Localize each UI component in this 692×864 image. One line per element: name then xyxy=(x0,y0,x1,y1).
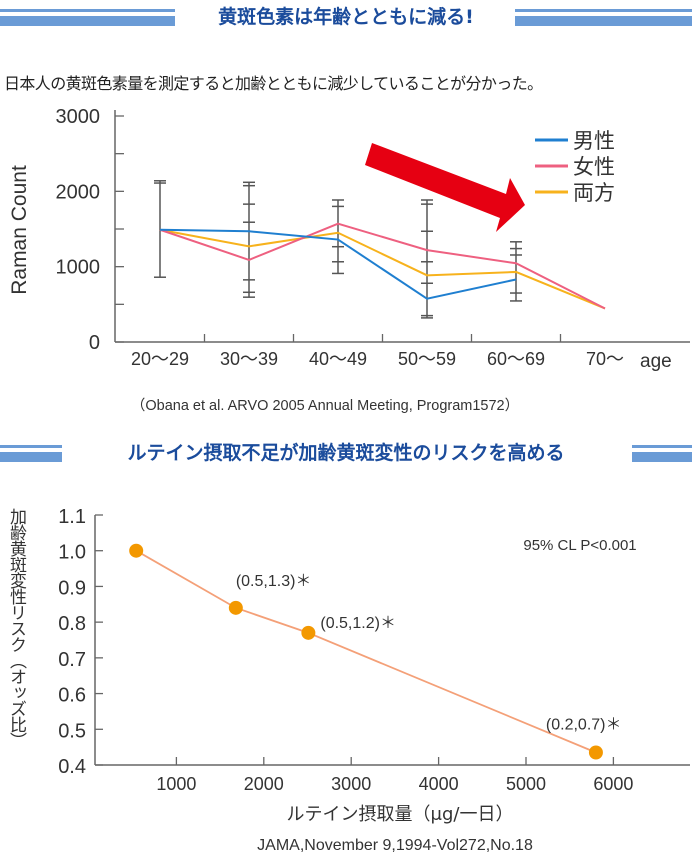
chart1-source: （Obana et al. ARVO 2005 Annual Meeting, … xyxy=(131,397,519,414)
legend-label: 男性 xyxy=(573,129,615,153)
chart2-note: 95% CL P<0.001 xyxy=(523,537,636,554)
y-tick-label: 0.8 xyxy=(58,613,86,635)
y-tick-label: 0 xyxy=(89,332,100,354)
x-tick-label: 6000 xyxy=(593,774,633,794)
x-tick-label: 3000 xyxy=(331,774,371,794)
data-point xyxy=(301,625,316,640)
y-tick-label: 2000 xyxy=(56,181,101,203)
data-point xyxy=(129,543,144,558)
x-tick-label: 50～59 xyxy=(398,349,456,369)
series-line-男性 xyxy=(159,228,517,300)
chart1-ylabel: Raman Count xyxy=(8,165,31,295)
banner-stripe-thick-right xyxy=(515,16,692,26)
y-tick-label: 1.1 xyxy=(58,506,86,528)
trend-arrow xyxy=(365,143,525,232)
data-label: (0.2,0.7)＊ xyxy=(546,717,622,734)
y-tick-label: 0.6 xyxy=(58,685,86,707)
data-point xyxy=(228,600,243,615)
banner-stripe-thin-right xyxy=(632,445,692,448)
y-tick-label: 1.0 xyxy=(58,542,86,564)
x-tick-label: 40～49 xyxy=(309,349,367,369)
x-tick-label: 2000 xyxy=(244,774,284,794)
x-tick-label: 70～ xyxy=(586,349,624,369)
chart2-ylabel: 加齢黄斑変性リスク（オッズ比） xyxy=(6,508,26,748)
data-label: (0.5,1.3)＊ xyxy=(236,573,312,590)
banner-stripe-thick-right xyxy=(632,452,692,462)
y-tick-label: 0.4 xyxy=(58,756,86,778)
lead-text: 日本人の黄斑色素量を測定すると加齢とともに減少していることが分かった。 xyxy=(4,74,543,93)
y-tick-label: 1000 xyxy=(56,257,101,279)
section1-title: 黄斑色素は年齢とともに減る! xyxy=(210,6,482,28)
chart2-xlabel: ルテイン摂取量（μg/一日） xyxy=(287,804,514,825)
banner-stripe-thick-left xyxy=(0,452,62,462)
x-tick-label: 60～69 xyxy=(487,349,545,369)
risk-line xyxy=(135,549,597,754)
banner-stripe-thick-left xyxy=(0,16,175,26)
banner-stripe-thin-right xyxy=(515,9,692,12)
banner-stripe-thin-left xyxy=(0,9,175,12)
series-line-女性 xyxy=(159,222,606,310)
x-tick-label: 5000 xyxy=(506,774,546,794)
y-tick-label: 0.9 xyxy=(58,577,86,599)
x-tick-label: 20～29 xyxy=(131,349,189,369)
banner-stripe-thin-left xyxy=(0,445,62,448)
y-tick-label: 0.5 xyxy=(58,720,86,742)
section2-banner: ルテイン摂取不足が加齢黄斑変性のリスクを高める xyxy=(0,440,692,466)
y-tick-label: 3000 xyxy=(56,106,101,128)
section1-banner: 黄斑色素は年齢とともに減る! xyxy=(0,4,692,30)
x-tick-label: 30～39 xyxy=(220,349,278,369)
x-tick-label: 4000 xyxy=(419,774,459,794)
chart2-source: JAMA,November 9,1994-Vol272,No.18 xyxy=(257,837,533,854)
data-point xyxy=(588,745,603,760)
section2-title: ルテイン摂取不足が加齢黄斑変性のリスクを高める xyxy=(119,442,573,464)
x-tick-label: 1000 xyxy=(156,774,196,794)
data-label: (0.5,1.2)＊ xyxy=(320,615,396,632)
series-line-両方 xyxy=(159,228,606,310)
legend-label: 女性 xyxy=(573,155,615,179)
y-tick-label: 0.7 xyxy=(58,649,86,671)
legend-label: 両方 xyxy=(573,181,615,205)
chart1-xlabel: age xyxy=(640,351,672,372)
